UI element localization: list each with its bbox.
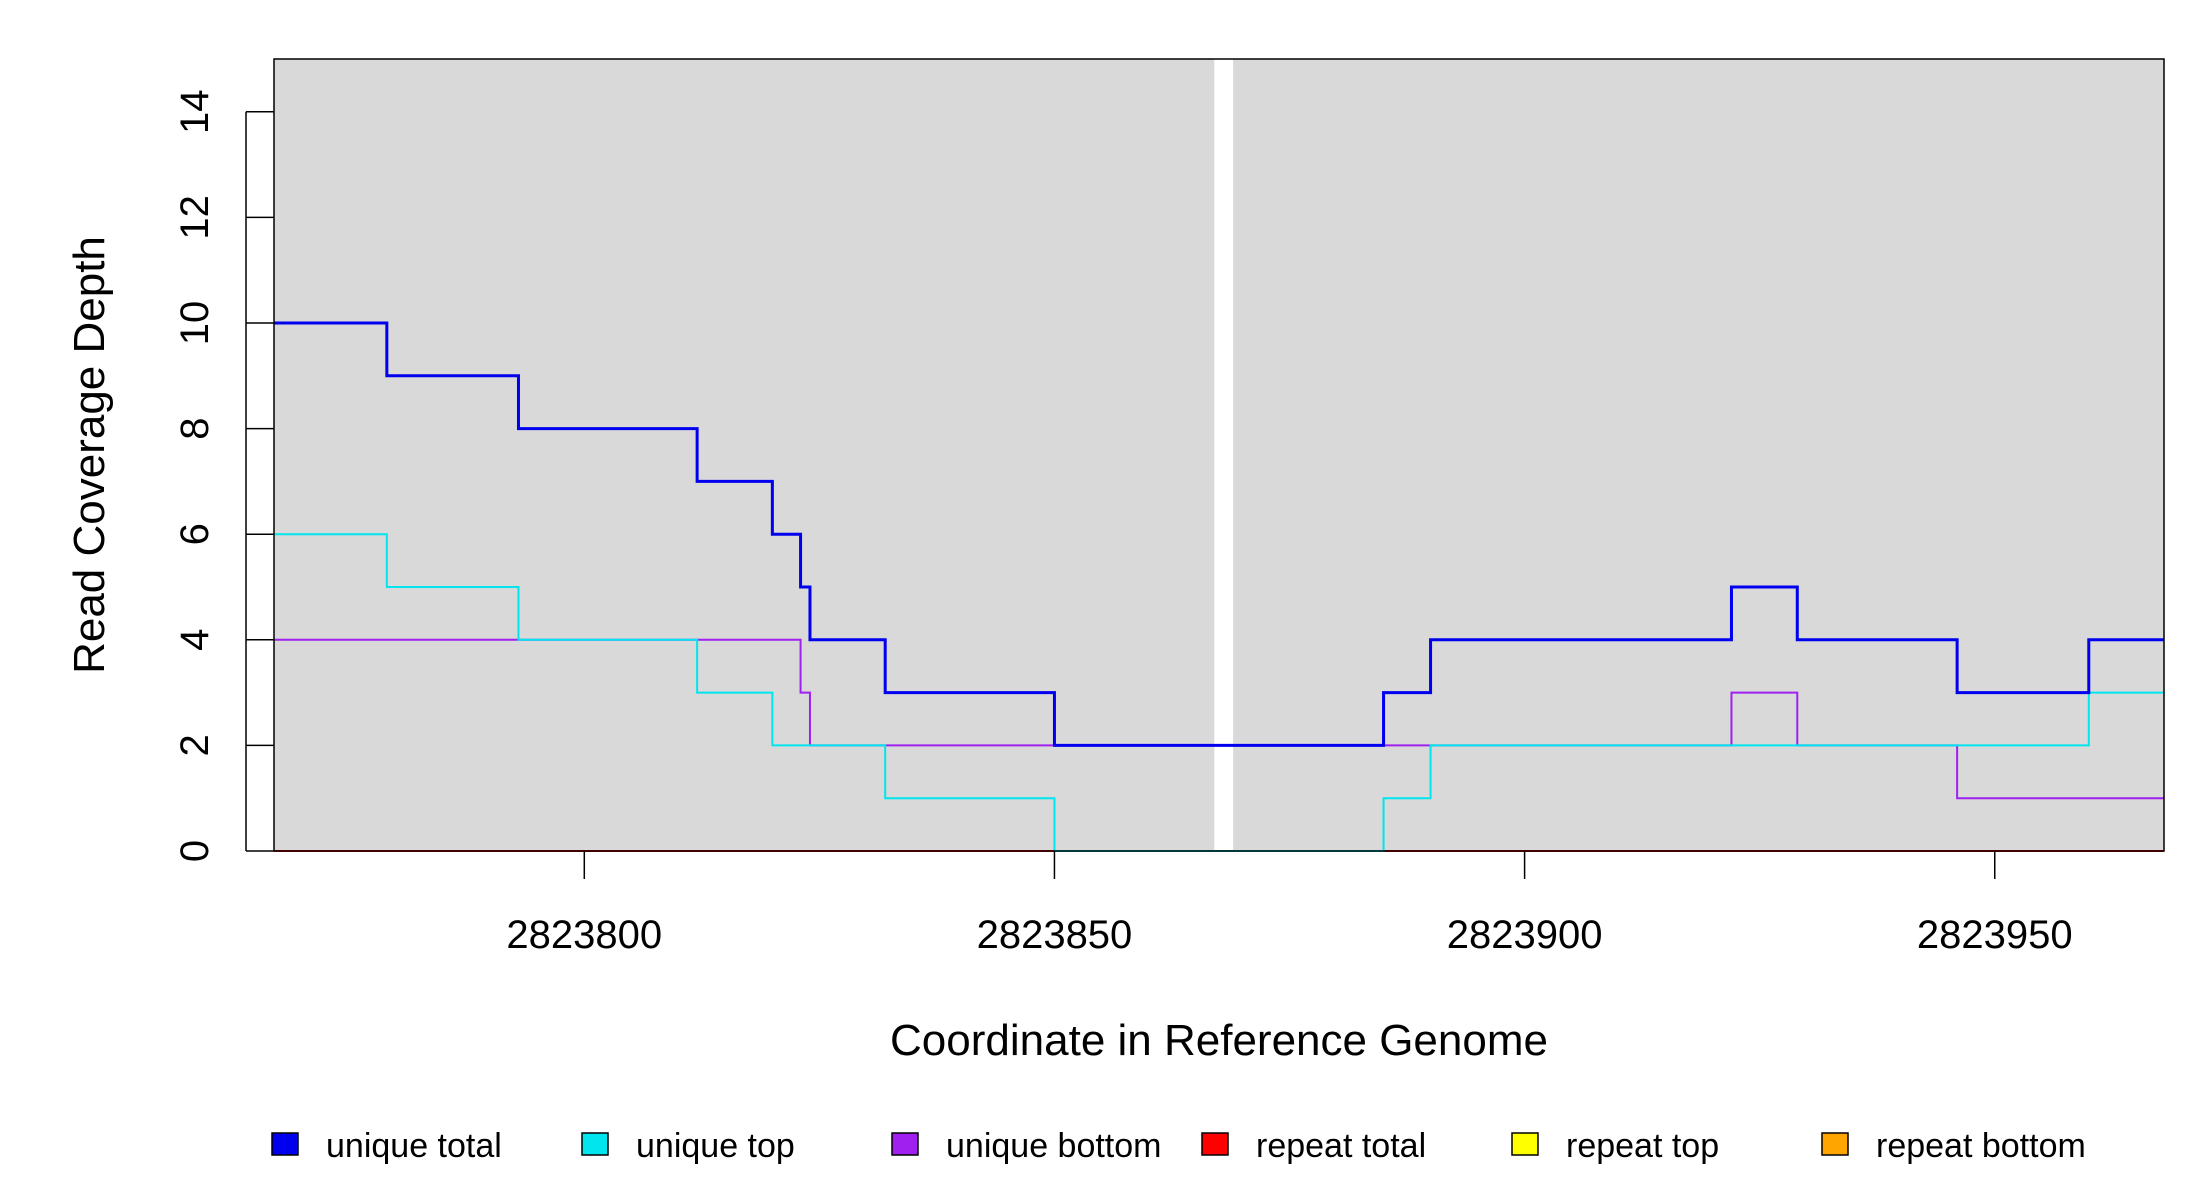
- y-tick-label: 2: [173, 734, 217, 756]
- legend-swatch-unique-bottom: [891, 1132, 919, 1156]
- legend-label-unique-top: unique top: [636, 1127, 795, 1165]
- series-line-unique-bottom: [274, 638, 2164, 800]
- legend-swatch-repeat-top: [1511, 1132, 1539, 1156]
- x-tick-label: 2823950: [1917, 913, 2073, 957]
- y-tick-label: 10: [173, 301, 217, 346]
- legend-label-repeat-top: repeat top: [1566, 1127, 1719, 1165]
- y-axis: 0 2 4 6 8 10 12 14: [173, 90, 274, 862]
- gap-band: [1214, 59, 1234, 851]
- y-tick-label: 8: [173, 417, 217, 439]
- y-tick-label: 4: [173, 629, 217, 651]
- legend-swatch-unique-top: [581, 1132, 609, 1156]
- legend-label-unique-bottom: unique bottom: [946, 1127, 1162, 1165]
- legend-label-unique-total: unique total: [326, 1127, 502, 1165]
- y-tick-label: 12: [173, 195, 217, 240]
- legend-swatch-unique-total: [271, 1132, 299, 1156]
- series-line-unique-top: [274, 533, 2164, 852]
- x-axis: 2823800 2823850 2823900 2823950: [506, 851, 2073, 957]
- y-tick-label: 6: [173, 523, 217, 545]
- legend-label-repeat-bottom: repeat bottom: [1876, 1127, 2086, 1165]
- plot-frame: [273, 58, 2165, 852]
- legend-swatch-repeat-bottom: [1821, 1132, 1849, 1156]
- y-axis-title: Read Coverage Depth: [65, 236, 114, 674]
- legend-label-repeat-total: repeat total: [1256, 1127, 1426, 1165]
- x-tick-label: 2823850: [977, 913, 1133, 957]
- x-axis-title: Coordinate in Reference Genome: [890, 1016, 1548, 1065]
- y-tick-label: 14: [173, 90, 217, 135]
- series-line-unique-total: [274, 321, 2164, 747]
- legend-swatch-repeat-total: [1201, 1132, 1229, 1156]
- x-tick-label: 2823800: [506, 913, 662, 957]
- x-tick-label: 2823900: [1447, 913, 1603, 957]
- legend: unique total unique top unique bottom repea…: [271, 1127, 2086, 1165]
- y-tick-label: 0: [173, 840, 217, 862]
